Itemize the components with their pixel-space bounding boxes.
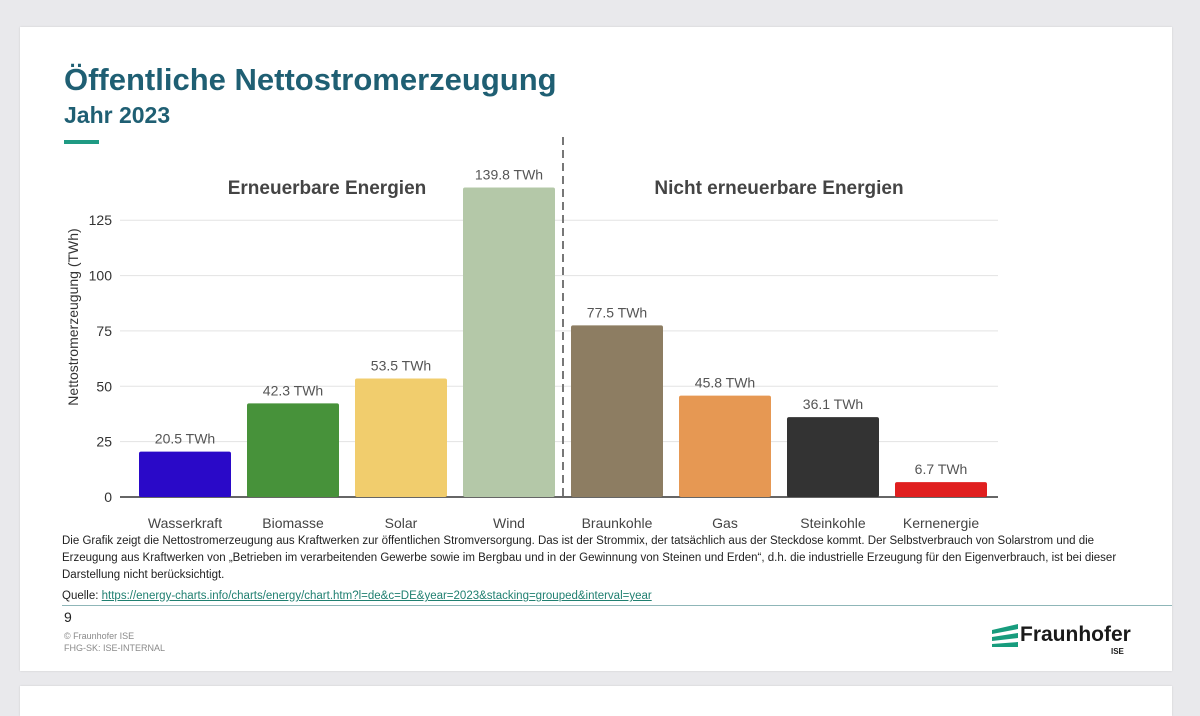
logo-wordmark: Fraunhofer <box>1020 623 1131 646</box>
slide-title: Öffentliche Nettostromerzeugung <box>64 62 557 97</box>
source-line: Quelle: https://energy-charts.info/chart… <box>62 590 652 602</box>
bar-solar <box>355 378 447 497</box>
category-label: Braunkohle <box>582 515 653 531</box>
category-label: Gas <box>712 515 738 531</box>
bar-gas <box>679 395 771 497</box>
x-axis-categories: Wasserkraft Biomasse Solar Wind Braunkohle Ga… <box>148 515 979 531</box>
y-axis-label: Nettostromerzeugung (TWh) <box>65 228 81 405</box>
value-labels: 20.5 TWh 42.3 TWh 53.5 TWh 139.8 TWh 77.5 TW… <box>155 166 968 477</box>
bar-steinkohle <box>787 417 879 497</box>
bar-biomasse <box>247 403 339 497</box>
bar-wind <box>463 187 555 497</box>
bars <box>139 187 987 497</box>
page-number: 9 <box>64 609 72 625</box>
category-label: Wasserkraft <box>148 515 222 531</box>
bar-wasserkraft <box>139 451 231 497</box>
logo-subtext: ISE <box>1111 647 1124 656</box>
classification-text: FHG-SK: ISE-INTERNAL <box>64 643 166 653</box>
y-tick-label: 50 <box>96 378 112 394</box>
y-axis-ticks: 0 25 50 75 100 125 <box>89 212 113 505</box>
value-label: 53.5 TWh <box>371 358 431 374</box>
footer-divider <box>62 605 1172 606</box>
source-link[interactable]: https://energy-charts.info/charts/energy… <box>101 590 652 602</box>
category-label: Wind <box>493 515 525 531</box>
group-label: Erneuerbare Energien <box>228 178 427 199</box>
value-label: 36.1 TWh <box>803 396 863 412</box>
y-tick-label: 125 <box>89 212 113 228</box>
copyright-text: © Fraunhofer ISE <box>64 631 135 641</box>
value-label: 45.8 TWh <box>695 375 755 391</box>
value-label: 139.8 TWh <box>475 166 543 182</box>
y-tick-label: 0 <box>104 489 112 505</box>
bar-chart: 20.5 TWh 42.3 TWh 53.5 TWh 139.8 TWh 77.5 TW… <box>65 137 998 531</box>
slide-subtitle: Jahr 2023 <box>64 102 171 128</box>
group-labels: Erneuerbare Energien Nicht erneuerbare En… <box>228 178 904 199</box>
y-tick-label: 25 <box>96 434 112 450</box>
category-label: Kernenergie <box>903 515 979 531</box>
fraunhofer-logo: Fraunhofer ISE <box>992 623 1142 663</box>
slide: Öffentliche Nettostromerzeugung Jahr 202… <box>20 27 1172 671</box>
bar-braunkohle <box>571 325 663 497</box>
category-label: Biomasse <box>262 515 324 531</box>
bar-kernenergie <box>895 482 987 497</box>
category-label: Steinkohle <box>800 515 866 531</box>
title-accent-line <box>64 140 99 144</box>
source-label: Quelle: <box>62 590 99 602</box>
chart-footnote: Die Grafik zeigt die Nettostromerzeugung… <box>62 535 1117 581</box>
value-label: 42.3 TWh <box>263 382 323 398</box>
value-label: 6.7 TWh <box>915 461 968 477</box>
fraunhofer-logo-icon <box>992 624 1018 647</box>
category-label: Solar <box>385 515 418 531</box>
y-tick-label: 75 <box>96 323 112 339</box>
y-tick-label: 100 <box>89 268 113 284</box>
value-label: 77.5 TWh <box>587 304 647 320</box>
group-label: Nicht erneuerbare Energien <box>654 178 903 199</box>
next-slide-edge <box>20 686 1172 716</box>
value-label: 20.5 TWh <box>155 431 215 447</box>
